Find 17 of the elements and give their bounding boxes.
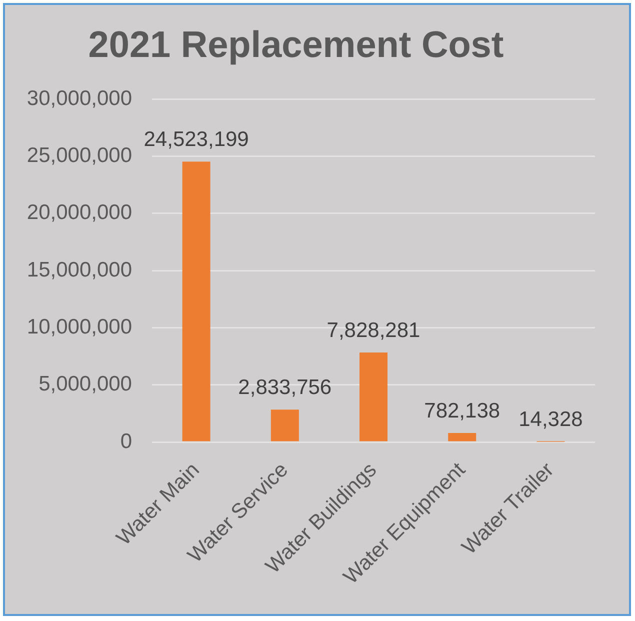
bar <box>182 162 210 442</box>
data-label: 782,138 <box>424 399 500 422</box>
y-tick-label: 0 <box>120 430 132 453</box>
bar <box>270 410 299 442</box>
chart-title: 2021 Replacement Cost <box>87 23 505 67</box>
y-tick-label: 20,000,000 <box>26 201 132 224</box>
data-label: 2,833,756 <box>238 376 332 399</box>
data-label: 14,328 <box>518 408 583 432</box>
bar <box>448 433 476 442</box>
y-tick-label: 10,000,000 <box>26 315 132 338</box>
y-tick-label: 30,000,000 <box>26 86 132 110</box>
bar <box>360 352 388 442</box>
data-label: 7,828,281 <box>326 318 420 342</box>
data-label: 24,523,199 <box>144 128 249 151</box>
y-tick-label: 5,000,000 <box>38 372 132 396</box>
y-tick-label: 25,000,000 <box>26 144 132 167</box>
y-tick-label: 15,000,000 <box>26 258 132 282</box>
